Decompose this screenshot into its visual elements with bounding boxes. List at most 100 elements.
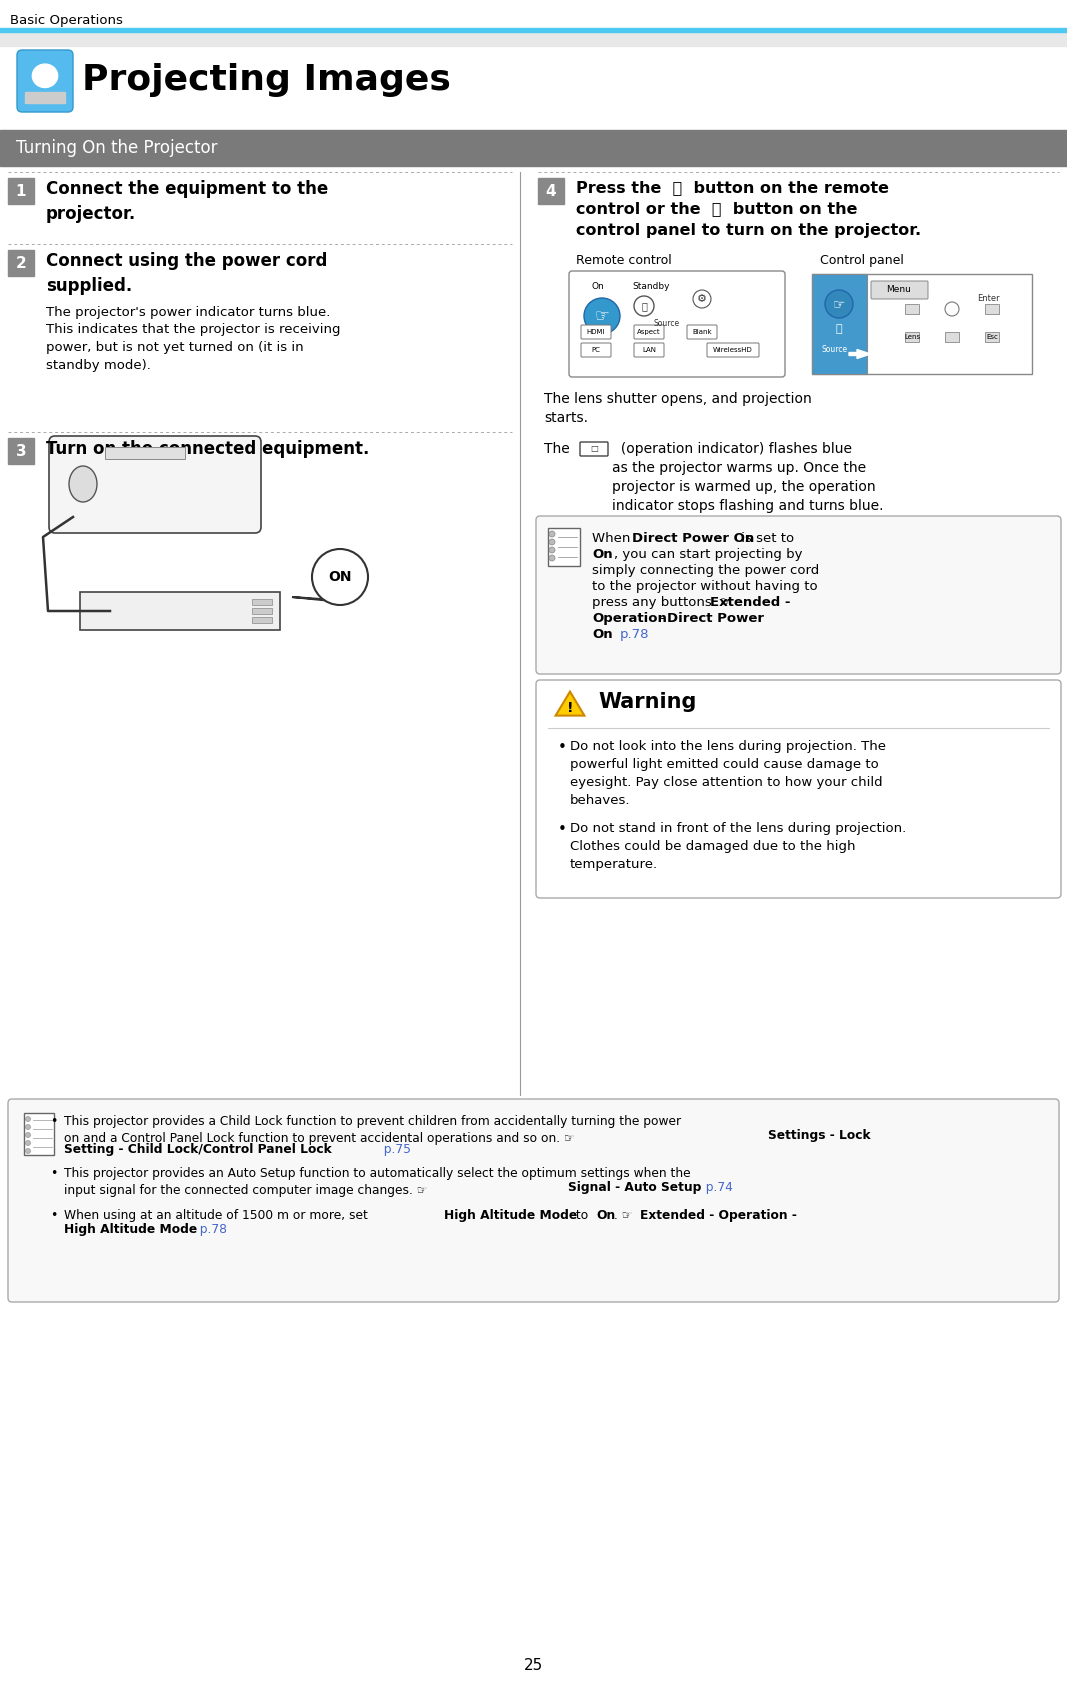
Text: p.74: p.74 xyxy=(698,1180,733,1194)
Bar xyxy=(252,599,272,605)
Polygon shape xyxy=(292,597,348,600)
Text: Direct Power On: Direct Power On xyxy=(632,533,754,545)
Text: ⚙: ⚙ xyxy=(697,293,707,303)
Bar xyxy=(985,332,999,342)
Text: Blank: Blank xyxy=(692,329,712,336)
Circle shape xyxy=(550,546,555,553)
Bar xyxy=(105,447,185,459)
Text: !: ! xyxy=(567,701,573,715)
Text: Remote control: Remote control xyxy=(576,255,672,266)
Circle shape xyxy=(584,298,620,334)
Text: Connect the equipment to the
projector.: Connect the equipment to the projector. xyxy=(46,180,329,223)
Circle shape xyxy=(312,550,368,605)
Text: Do not stand in front of the lens during projection.
Clothes could be damaged du: Do not stand in front of the lens during… xyxy=(570,823,906,872)
Text: •: • xyxy=(558,740,567,755)
Text: Do not look into the lens during projection. The
powerful light emitted could ca: Do not look into the lens during project… xyxy=(570,740,886,808)
Text: simply connecting the power cord: simply connecting the power cord xyxy=(592,565,819,577)
Text: High Altitude Mode: High Altitude Mode xyxy=(444,1209,577,1222)
FancyArrow shape xyxy=(849,349,871,359)
Text: Menu: Menu xyxy=(887,285,911,295)
Text: HDMI: HDMI xyxy=(587,329,605,336)
Circle shape xyxy=(26,1133,31,1138)
Text: LAN: LAN xyxy=(642,347,656,352)
FancyBboxPatch shape xyxy=(707,342,759,357)
Text: The projector's power indicator turns blue.
This indicates that the projector is: The projector's power indicator turns bl… xyxy=(46,305,340,371)
Text: to the projector without having to: to the projector without having to xyxy=(592,580,817,593)
Text: Extended - Operation -: Extended - Operation - xyxy=(640,1209,797,1222)
Text: p.75: p.75 xyxy=(376,1143,411,1157)
Text: p.78: p.78 xyxy=(192,1222,227,1236)
FancyBboxPatch shape xyxy=(536,679,1061,899)
Circle shape xyxy=(692,290,711,309)
Text: ☞: ☞ xyxy=(594,307,609,325)
Text: Enter: Enter xyxy=(977,293,1000,303)
Circle shape xyxy=(550,540,555,545)
Bar xyxy=(812,275,867,374)
Text: Extended -: Extended - xyxy=(710,595,791,609)
Text: ⏻: ⏻ xyxy=(641,302,647,310)
Bar xyxy=(7,250,34,277)
FancyBboxPatch shape xyxy=(634,325,664,339)
Circle shape xyxy=(550,531,555,538)
Text: , you can start projecting by: , you can start projecting by xyxy=(614,548,802,561)
Text: (operation indicator) flashes blue
as the projector warms up. Once the
projector: (operation indicator) flashes blue as th… xyxy=(612,442,883,513)
Text: When using at an altitude of 1500 m or more, set: When using at an altitude of 1500 m or m… xyxy=(64,1209,371,1222)
Text: Setting - Child Lock/Control Panel Lock: Setting - Child Lock/Control Panel Lock xyxy=(64,1143,332,1157)
Bar xyxy=(0,130,1067,165)
Bar xyxy=(985,303,999,314)
FancyBboxPatch shape xyxy=(687,325,717,339)
Text: •: • xyxy=(50,1114,58,1128)
Text: •: • xyxy=(558,823,567,836)
Text: This projector provides a Child Lock function to prevent children from accidenta: This projector provides a Child Lock fun… xyxy=(64,1114,681,1145)
FancyBboxPatch shape xyxy=(634,342,664,357)
Text: 3: 3 xyxy=(16,443,27,459)
FancyBboxPatch shape xyxy=(7,1099,1060,1302)
Ellipse shape xyxy=(69,465,97,502)
Text: On: On xyxy=(592,627,612,641)
Circle shape xyxy=(26,1116,31,1121)
Circle shape xyxy=(550,555,555,561)
Text: Control panel: Control panel xyxy=(821,255,904,266)
Bar xyxy=(548,528,580,566)
Circle shape xyxy=(26,1140,31,1145)
Text: Lens: Lens xyxy=(904,334,920,341)
Text: 2: 2 xyxy=(16,256,27,270)
Circle shape xyxy=(945,302,959,315)
Bar xyxy=(0,32,1067,46)
Text: Warning: Warning xyxy=(598,691,697,711)
Text: Turn on the connected equipment.: Turn on the connected equipment. xyxy=(46,440,369,459)
Text: . ☞: . ☞ xyxy=(614,1209,637,1222)
Bar xyxy=(7,179,34,204)
Text: Turning On the Projector: Turning On the Projector xyxy=(16,138,218,157)
Text: The: The xyxy=(544,442,578,455)
Bar xyxy=(945,332,959,342)
Text: Connect using the power cord
supplied.: Connect using the power cord supplied. xyxy=(46,251,328,295)
Text: This projector provides an Auto Setup function to automatically select the optim: This projector provides an Auto Setup fu… xyxy=(64,1167,690,1197)
FancyBboxPatch shape xyxy=(536,516,1061,674)
Text: Signal - Auto Setup: Signal - Auto Setup xyxy=(568,1180,701,1194)
Text: PC: PC xyxy=(591,347,601,352)
Text: •: • xyxy=(50,1167,58,1180)
Ellipse shape xyxy=(32,64,58,88)
Text: Standby: Standby xyxy=(632,282,669,292)
Text: ☞: ☞ xyxy=(832,297,845,310)
Text: WirelessHD: WirelessHD xyxy=(713,347,753,352)
Text: -: - xyxy=(656,612,669,626)
Bar xyxy=(0,29,1067,32)
Text: On: On xyxy=(592,282,605,292)
Text: p.78: p.78 xyxy=(620,627,650,641)
Text: When: When xyxy=(592,533,635,545)
Text: Projecting Images: Projecting Images xyxy=(82,62,451,98)
Text: High Altitude Mode: High Altitude Mode xyxy=(64,1222,197,1236)
Bar xyxy=(538,179,564,204)
Text: press any buttons. ☞: press any buttons. ☞ xyxy=(592,595,736,609)
Text: Source: Source xyxy=(822,344,848,354)
FancyBboxPatch shape xyxy=(582,342,611,357)
Text: 1: 1 xyxy=(16,184,27,199)
Text: On: On xyxy=(596,1209,616,1222)
Text: Aspect: Aspect xyxy=(637,329,660,336)
Bar xyxy=(252,617,272,624)
Bar xyxy=(7,438,34,464)
Bar xyxy=(25,93,65,103)
Bar xyxy=(905,332,919,342)
